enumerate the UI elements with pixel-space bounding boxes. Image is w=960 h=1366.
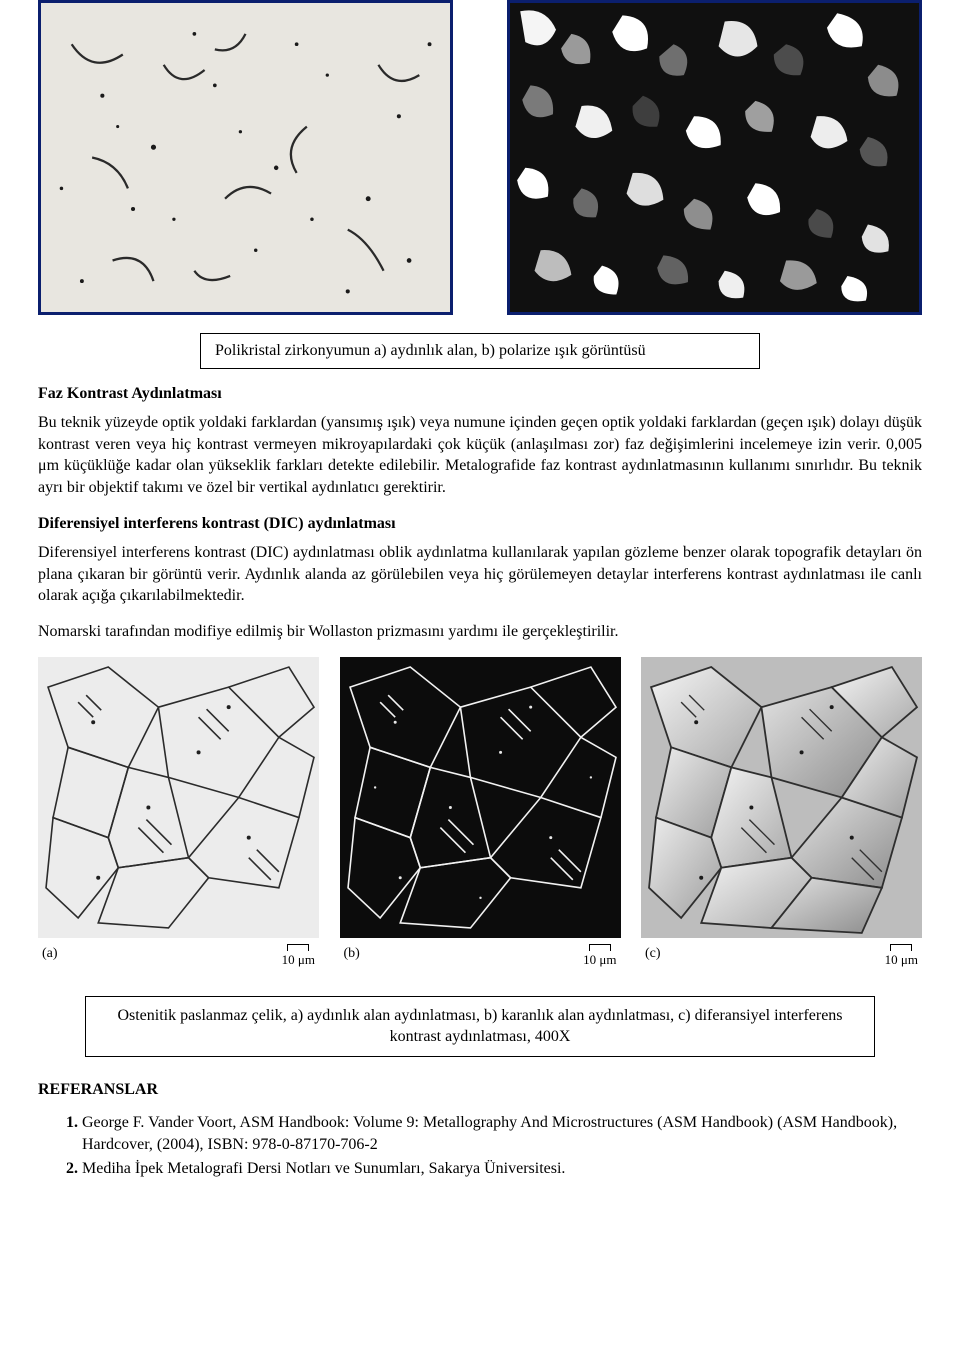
top-figure-row (38, 0, 922, 315)
triple-caption-a: (a) 10 μm (38, 944, 319, 966)
reference-item-2: Mediha İpek Metalografi Dersi Notları ve… (82, 1158, 922, 1180)
figure-b-frame (507, 0, 922, 315)
reference-text-1: George F. Vander Voort, ASM Handbook: Vo… (82, 1114, 897, 1153)
reference-item-1: George F. Vander Voort, ASM Handbook: Vo… (82, 1112, 922, 1155)
caption-1-text: Polikristal zirkonyumun a) aydınlık alan… (215, 342, 646, 359)
triple-figure-row: (a) 10 μm (38, 657, 922, 966)
caption-2-text: Ostenitik paslanmaz çelik, a) aydınlık a… (117, 1007, 842, 1046)
scalebar-a-bar (287, 944, 309, 951)
caption-box-2: Ostenitik paslanmaz çelik, a) aydınlık a… (85, 996, 875, 1057)
paragraph-dic-1: Diferensiyel interferens kontrast (DIC) … (38, 542, 922, 607)
heading-phase-contrast: Faz Kontrast Aydınlatması (38, 383, 922, 405)
paragraph-dic-2: Nomarski tarafından modifiye edilmiş bir… (38, 621, 922, 643)
paragraph-phase-contrast: Bu teknik yüzeyde optik yoldaki farklard… (38, 412, 922, 498)
triple-letter-b: (b) (344, 945, 360, 964)
scalebar-a-label: 10 μm (282, 953, 315, 966)
triple-item-a: (a) 10 μm (38, 657, 319, 966)
triple-image-b (340, 657, 621, 938)
references-list: George F. Vander Voort, ASM Handbook: Vo… (38, 1112, 922, 1179)
references-heading: REFERANSLAR (38, 1079, 922, 1101)
section-dic: Diferensiyel interferens kontrast (DIC) … (38, 513, 922, 643)
triple-caption-b: (b) 10 μm (340, 944, 621, 966)
triple-letter-a: (a) (42, 945, 58, 964)
caption-box-1: Polikristal zirkonyumun a) aydınlık alan… (200, 333, 760, 369)
triple-image-c (641, 657, 922, 938)
figure-b-image (510, 3, 919, 312)
scalebar-c-bar (890, 944, 912, 951)
scalebar-c-label: 10 μm (885, 953, 918, 966)
triple-item-c: (c) 10 μm (641, 657, 922, 966)
triple-letter-c: (c) (645, 945, 661, 964)
scalebar-a: 10 μm (282, 944, 315, 966)
triple-item-b: (b) 10 μm (340, 657, 621, 966)
scalebar-b: 10 μm (583, 944, 616, 966)
triple-caption-c: (c) 10 μm (641, 944, 922, 966)
scalebar-b-bar (589, 944, 611, 951)
triple-image-a (38, 657, 319, 938)
figure-a-image (41, 3, 450, 312)
figure-a-frame (38, 0, 453, 315)
heading-dic: Diferensiyel interferens kontrast (DIC) … (38, 513, 922, 535)
section-phase-contrast: Faz Kontrast Aydınlatması Bu teknik yüze… (38, 383, 922, 499)
reference-text-2: Mediha İpek Metalografi Dersi Notları ve… (82, 1160, 565, 1177)
scalebar-b-label: 10 μm (583, 953, 616, 966)
scalebar-c: 10 μm (885, 944, 918, 966)
